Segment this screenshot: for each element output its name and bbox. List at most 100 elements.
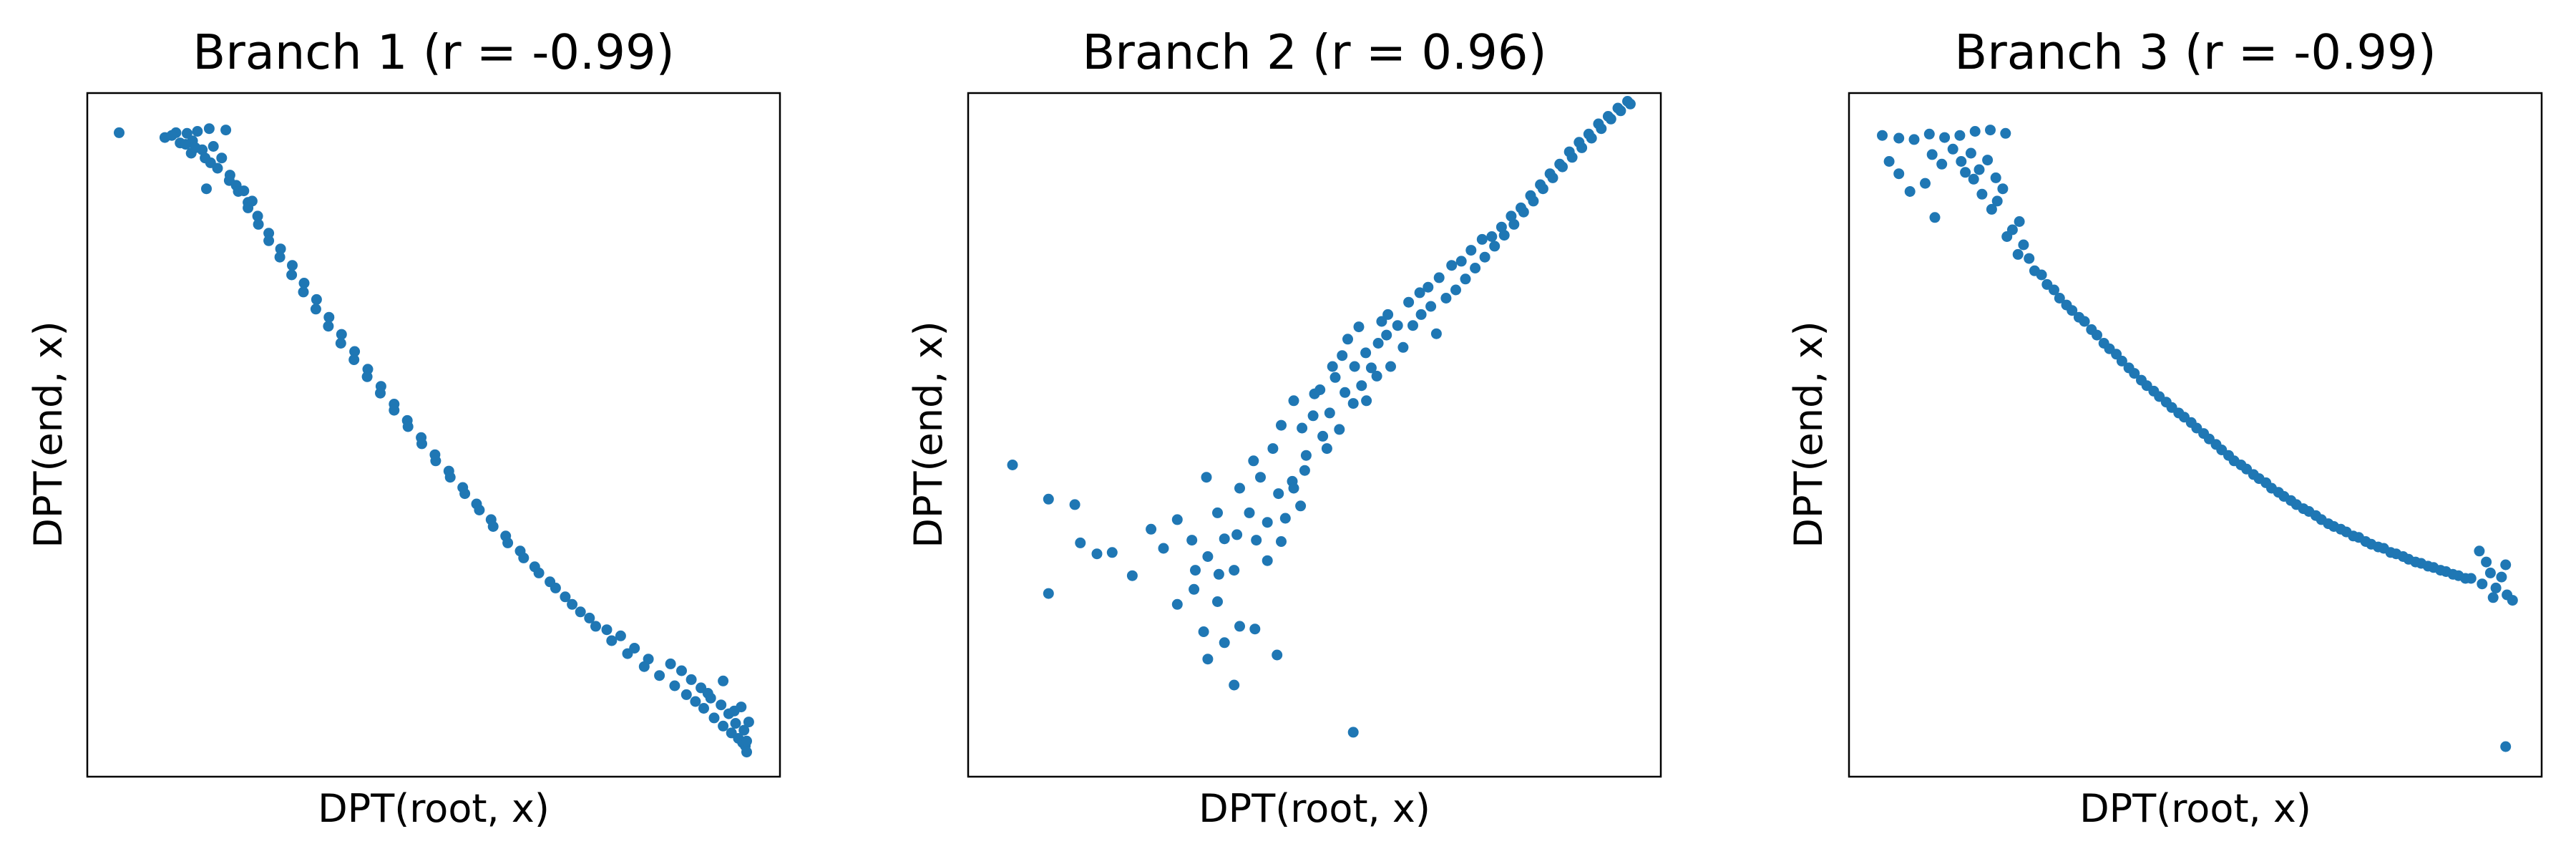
scatter-point [567, 598, 578, 610]
scatter-point [1496, 221, 1507, 233]
scatter-point [402, 421, 414, 432]
scatter-point [2073, 311, 2084, 323]
scatter-point [2018, 239, 2029, 251]
scatter-point [2260, 477, 2272, 488]
scatter-point [1317, 430, 1329, 442]
scatter-point [1574, 137, 1585, 148]
scatter-point [1276, 536, 1287, 547]
scatter-point [1974, 164, 1985, 175]
scatter-point [1219, 533, 1230, 545]
scatter-point [2335, 523, 2346, 535]
panel-title: Branch 3 (r = -0.99) [1954, 24, 2436, 80]
scatter-points [114, 123, 754, 758]
panel-title: Branch 1 (r = -0.99) [192, 24, 674, 80]
scatter-point [1498, 230, 1510, 241]
scatter-point [2012, 248, 2024, 260]
scatter-point [1489, 241, 1501, 252]
scatter-point [444, 472, 456, 483]
scatter-point [1190, 565, 1201, 576]
panel-branch-1: Branch 1 (r = -0.99) DPT(root, x) DPT(en… [26, 24, 781, 831]
scatter-point [1234, 621, 1245, 632]
scatter-point [1554, 158, 1566, 170]
scatter-point [1186, 535, 1198, 546]
scatter-point [1968, 173, 1979, 185]
scatter-point [1295, 500, 1307, 512]
scatter-point [487, 521, 499, 532]
scatter-point [459, 488, 471, 500]
scatter-point [1612, 102, 1624, 114]
scatter-point [1990, 172, 2001, 183]
scatter-point [1460, 273, 1471, 285]
scatter-point [2273, 487, 2284, 498]
scatter-point [550, 582, 561, 593]
scatter-point [298, 278, 310, 288]
scatter-point [2086, 324, 2097, 335]
plot-frame [967, 92, 1662, 778]
scatter-point [263, 228, 275, 239]
scatter-point [738, 724, 750, 736]
scatter-point [1476, 233, 1488, 245]
scatter-point [1299, 465, 1310, 476]
scatter-point [1991, 195, 2003, 207]
x-axis-label: DPT(root, x) [318, 786, 550, 831]
scatter-point [1939, 132, 1951, 143]
scatter-point [1288, 395, 1299, 407]
scatter-point [1486, 231, 1498, 242]
scatter-point [2410, 556, 2421, 568]
scatter-point [1007, 460, 1018, 470]
scatter-point [2223, 450, 2234, 461]
scatter-point [2024, 253, 2035, 264]
scatter-point [560, 591, 571, 603]
scatter-point [1279, 513, 1291, 524]
scatter-point [166, 130, 177, 141]
scatter-point [1602, 111, 1614, 122]
y-axis-label: DPT(end, x) [906, 321, 951, 548]
scatter-point [1276, 419, 1287, 431]
scatter-point [1371, 370, 1382, 382]
scatter-point [1244, 507, 1255, 518]
scatter-point [1324, 407, 1335, 419]
scatter-point [1893, 168, 1905, 180]
scatter-point [1300, 450, 1312, 461]
scatter-point [1908, 134, 1920, 145]
scatter-point [263, 235, 275, 246]
scatter-point [474, 505, 485, 515]
scatter-point [1297, 422, 1308, 434]
scatter-point [2323, 518, 2334, 530]
scatter-points [1007, 96, 1636, 738]
scatter-point [1327, 361, 1338, 372]
scatter-point [1219, 637, 1230, 649]
scatter-point [1201, 472, 1212, 483]
scatter-point [1430, 328, 1442, 339]
x-axis-label: DPT(root, x) [1199, 786, 1430, 831]
scatter-point [1470, 263, 1481, 273]
scatter-point [1146, 523, 1157, 535]
scatter-point [1508, 218, 1520, 230]
scatter-point [1506, 210, 1517, 222]
scatter-point [1920, 178, 1931, 189]
scatter-point [252, 210, 263, 222]
scatter-point [629, 643, 640, 654]
scatter-point [741, 735, 752, 747]
scatter-point [1171, 598, 1183, 610]
scatter-point [1255, 472, 1266, 483]
scatter-point [1433, 272, 1445, 283]
scatter-point [1392, 320, 1403, 331]
scatter-point [114, 127, 125, 138]
scatter-point [2484, 567, 2496, 578]
scatter-point [1272, 649, 1283, 661]
scatter-point [2061, 299, 2072, 311]
scatter-points [1877, 125, 2518, 752]
panel-branch-2: Branch 2 (r = 0.96) DPT(root, x) DPT(end… [906, 24, 1662, 831]
scatter-point [311, 293, 322, 305]
scatter-point [430, 455, 441, 467]
scatter-point [686, 674, 697, 685]
scatter-point [1583, 128, 1594, 140]
scatter-point [238, 185, 250, 197]
scatter-point [1251, 535, 1262, 546]
scatter-point [1479, 251, 1491, 263]
scatter-point [1248, 455, 1259, 467]
scatter-point [2460, 573, 2471, 584]
y-axis-label: DPT(end, x) [1786, 321, 1831, 548]
scatter-point [1202, 654, 1214, 665]
